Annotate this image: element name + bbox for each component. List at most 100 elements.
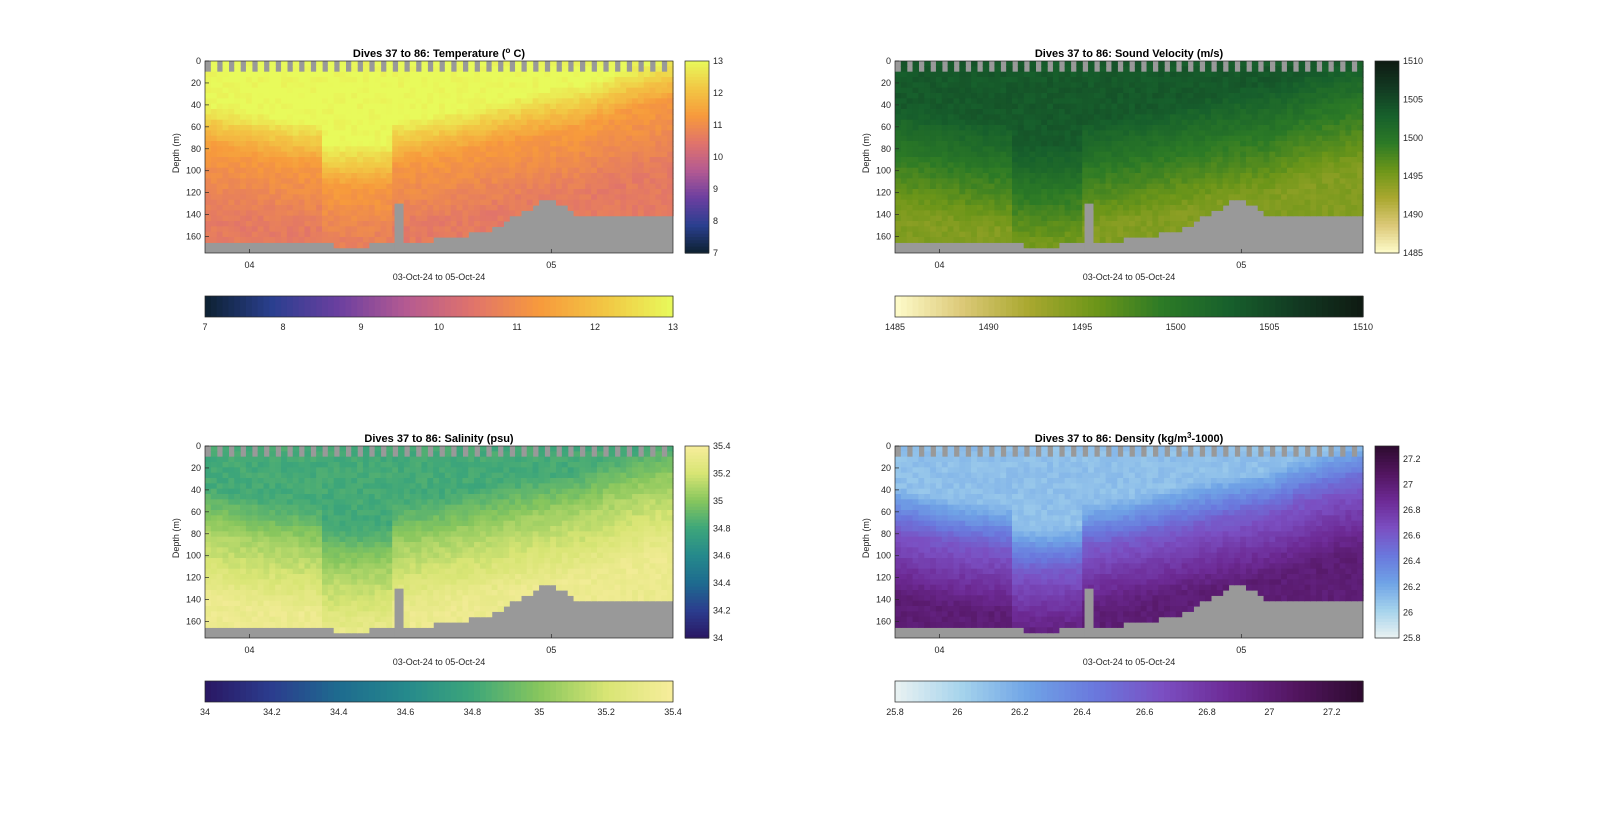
heatmap-cell (1093, 146, 1101, 153)
heatmap-cell (1006, 221, 1013, 227)
heatmap-cell (1216, 167, 1224, 174)
heatmap-cell (1158, 82, 1165, 89)
heatmap-cell (427, 237, 434, 243)
heatmap-cell (216, 221, 224, 227)
heatmap-cell (544, 114, 551, 121)
heatmap-cell (935, 237, 943, 243)
heatmap-cell (1158, 77, 1165, 83)
heatmap-cell (240, 157, 247, 163)
heatmap-cell (1134, 141, 1142, 147)
heatmap-cell (585, 199, 592, 206)
heatmap-cell (982, 205, 990, 211)
heatmap-cell (433, 178, 440, 185)
heatmap-cell (1251, 87, 1259, 94)
heatmap-cell (433, 162, 440, 169)
heatmap-cell (1199, 178, 1206, 185)
heatmap-cell (924, 210, 931, 217)
heatmap-cell (298, 226, 306, 233)
heatmap-cell (327, 199, 335, 206)
heatmap-cell (298, 231, 306, 238)
heatmap-cell (1129, 71, 1136, 78)
heatmap-cell (1246, 141, 1253, 147)
heatmap-cell (667, 82, 674, 89)
heatmap-cell (895, 103, 902, 110)
heatmap-cell (298, 237, 306, 243)
heatmap-cell (1327, 183, 1335, 190)
heatmap-cell (228, 205, 235, 211)
heatmap-cell (398, 103, 405, 110)
heatmap-cell (251, 231, 259, 238)
heatmap-cell (538, 151, 545, 158)
heatmap-cell (1117, 237, 1124, 243)
heatmap-cell (474, 167, 481, 174)
heatmap-cell (1292, 194, 1300, 201)
heatmap-cell (362, 98, 370, 105)
heatmap-cell (491, 66, 499, 73)
heatmap-cell (1205, 77, 1212, 83)
heatmap-cell (953, 231, 960, 238)
heatmap-cell (947, 226, 955, 233)
heatmap-cell (474, 135, 481, 142)
heatmap-cell (602, 125, 610, 131)
heatmap-cell (327, 66, 335, 73)
heatmap-cell (935, 82, 943, 89)
heatmap-cell (941, 82, 949, 89)
heatmap-cell (1029, 226, 1036, 233)
heatmap-cell (362, 66, 370, 73)
heatmap-cell (298, 205, 306, 211)
heatmap-cell (286, 135, 294, 142)
heatmap-cell (1041, 205, 1048, 211)
heatmap-cell (1251, 130, 1259, 137)
heatmap-cell (918, 226, 925, 233)
heatmap-cell (1298, 178, 1306, 185)
heatmap-cell (421, 183, 428, 190)
heatmap-cell (1222, 146, 1230, 153)
heatmap-cell (626, 103, 633, 110)
heatmap-cell (245, 173, 253, 179)
heatmap-cell (544, 194, 551, 201)
heatmap-cell (333, 215, 341, 222)
heatmap-cell (1076, 231, 1083, 238)
heatmap-cell (1134, 157, 1142, 163)
heatmap-cell (1017, 221, 1025, 227)
heatmap-cell (1058, 231, 1066, 238)
heatmap-cell (310, 199, 317, 206)
heatmap-cell (1035, 189, 1042, 195)
heatmap-cell (585, 151, 592, 158)
heatmap-cell (263, 130, 270, 137)
heatmap-cell (918, 157, 925, 163)
heatmap-cell (1187, 93, 1194, 99)
heatmap-cell (386, 189, 393, 195)
heatmap-cell (380, 93, 387, 99)
heatmap-cell (427, 194, 434, 201)
heatmap-cell (1310, 98, 1317, 105)
heatmap-cell (1286, 114, 1294, 121)
heatmap-cell (520, 93, 528, 99)
heatmap-cell (1152, 183, 1159, 190)
heatmap-cell (1292, 71, 1300, 78)
heatmap-cell (1070, 162, 1077, 169)
heatmap-cell (327, 162, 335, 169)
heatmap-cell (614, 146, 621, 153)
heatmap-cell (1105, 173, 1113, 179)
heatmap-cell (1158, 125, 1165, 131)
heatmap-cell (1052, 221, 1060, 227)
heatmap-cell (1134, 114, 1142, 121)
heatmap-cell (632, 114, 639, 121)
heatmap-cell (1023, 167, 1031, 174)
heatmap-cell (1105, 231, 1113, 238)
heatmap-cell (1088, 199, 1095, 206)
heatmap-cell (1327, 189, 1335, 195)
heatmap-cell (228, 194, 235, 201)
heatmap-cell (1088, 109, 1095, 115)
heatmap-cell (345, 130, 352, 137)
heatmap-cell (509, 157, 516, 163)
heatmap-cell (281, 109, 288, 115)
heatmap-cell (491, 178, 499, 185)
heatmap-cell (1000, 183, 1007, 190)
heatmap-cell (1164, 157, 1171, 163)
heatmap-cell (667, 194, 674, 201)
heatmap-cell (1175, 221, 1183, 227)
heatmap-cell (550, 189, 557, 195)
heatmap-cell (462, 98, 469, 105)
